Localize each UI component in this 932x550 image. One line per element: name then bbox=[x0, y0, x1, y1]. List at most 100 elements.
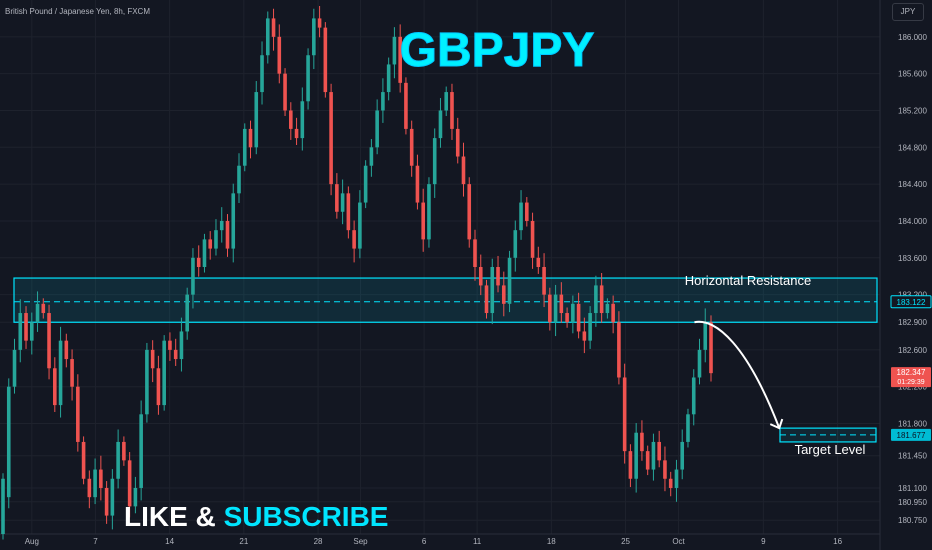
candle-body bbox=[404, 82, 408, 129]
x-tick-label: 28 bbox=[314, 537, 323, 546]
candle-body bbox=[444, 92, 449, 111]
candle-body bbox=[461, 156, 466, 185]
candle-body bbox=[41, 303, 46, 314]
x-axis: Aug 7 14 21 28 Sep 6 11 18 25 Oct 9 16 bbox=[25, 537, 843, 546]
candle-body bbox=[289, 110, 293, 129]
chart-title: GBPJPY bbox=[400, 24, 595, 77]
x-tick-label: 14 bbox=[165, 537, 174, 546]
candle-body bbox=[346, 193, 351, 231]
current-price-tag bbox=[891, 367, 931, 388]
candle-body bbox=[519, 202, 523, 231]
candle-body bbox=[104, 487, 109, 516]
candle-body bbox=[709, 322, 713, 374]
y-axis: 186.000 185.600 185.200 184.800 184.400 184.0… bbox=[898, 33, 927, 525]
candle-body bbox=[530, 220, 535, 258]
candle-body bbox=[427, 184, 431, 240]
candle-body bbox=[565, 313, 569, 323]
symbol-info: British Pound / Japanese Yen, 8h, FXCM bbox=[5, 7, 150, 16]
projection bbox=[694, 320, 784, 430]
candle-body bbox=[265, 18, 270, 56]
y-tick-label: 184.800 bbox=[898, 143, 927, 152]
candle-body bbox=[663, 460, 667, 479]
resistance-price-tag bbox=[890, 295, 932, 309]
candle-body bbox=[375, 110, 379, 148]
candle-body bbox=[24, 313, 28, 341]
y-tick-label: 186.000 bbox=[898, 33, 927, 42]
target-price-tag bbox=[891, 428, 931, 441]
currency-button[interactable]: JPY bbox=[892, 3, 924, 21]
candle-body bbox=[294, 128, 299, 139]
candle-body bbox=[185, 294, 189, 332]
candle-body bbox=[196, 257, 201, 267]
candle-body bbox=[542, 267, 546, 295]
candle-body bbox=[599, 285, 604, 314]
candle-body bbox=[191, 257, 195, 295]
candle-body bbox=[93, 469, 97, 498]
candle-body bbox=[306, 55, 310, 102]
y-tick-label: 181.100 bbox=[898, 484, 927, 493]
candle-body bbox=[242, 128, 247, 166]
candle-body bbox=[525, 202, 529, 221]
x-tick-label: 21 bbox=[239, 537, 248, 546]
candle-body bbox=[312, 18, 316, 56]
candle-body bbox=[409, 128, 414, 166]
y-tick-label: 183.600 bbox=[898, 254, 927, 263]
candle-body bbox=[559, 294, 564, 314]
y-tick-label: 185.200 bbox=[898, 106, 927, 115]
candle-body bbox=[358, 202, 362, 249]
candle-body bbox=[139, 414, 143, 488]
y-tick-label: 182.900 bbox=[898, 318, 927, 327]
candle-body bbox=[703, 322, 708, 350]
candle-body bbox=[686, 414, 690, 442]
candle-body bbox=[162, 340, 166, 406]
candle-body bbox=[173, 349, 178, 360]
candle-body bbox=[47, 313, 51, 369]
candle-body bbox=[231, 193, 236, 249]
candle-body bbox=[668, 478, 673, 488]
candle-body bbox=[467, 184, 472, 240]
countdown-label: 01:29:39 bbox=[897, 379, 924, 386]
candle-body bbox=[225, 220, 230, 249]
candle-body bbox=[617, 322, 621, 378]
candle-body bbox=[340, 193, 345, 212]
candle-body bbox=[640, 432, 644, 452]
candle-body bbox=[651, 441, 656, 470]
candle-body bbox=[496, 267, 500, 286]
resistance-label: Horizontal Resistance bbox=[685, 273, 811, 288]
candle-body bbox=[450, 92, 454, 129]
candle-body bbox=[501, 285, 506, 304]
candle-body bbox=[87, 478, 92, 498]
candle-body bbox=[386, 64, 391, 93]
candle-body bbox=[283, 73, 287, 111]
candle-body bbox=[421, 202, 425, 240]
projection-arrowhead bbox=[769, 418, 784, 430]
candle-body bbox=[369, 147, 374, 166]
candle-body bbox=[432, 138, 437, 185]
candle-body bbox=[484, 285, 489, 314]
candle-body bbox=[507, 257, 512, 304]
candle-body bbox=[260, 55, 264, 93]
target-price-label: 181.677 bbox=[897, 431, 926, 440]
target-label: Target Level bbox=[795, 442, 866, 457]
candle-body bbox=[145, 349, 149, 415]
candle-body bbox=[214, 230, 218, 249]
candle-body bbox=[317, 18, 322, 28]
cta-subscribe: SUBSCRIBE bbox=[224, 501, 389, 532]
candle-body bbox=[588, 313, 592, 341]
y-tick-label: 184.400 bbox=[898, 180, 927, 189]
resistance-zone bbox=[13, 277, 878, 323]
candle-body bbox=[58, 340, 63, 406]
candle-body bbox=[645, 451, 650, 470]
candle-body bbox=[363, 165, 368, 203]
candle-body bbox=[70, 359, 74, 387]
candle-body bbox=[657, 441, 661, 461]
candle-body bbox=[122, 441, 126, 461]
candle-body bbox=[81, 441, 86, 479]
candle-body bbox=[127, 460, 132, 507]
candle-body bbox=[513, 230, 518, 258]
y-tick-label: 181.450 bbox=[898, 452, 927, 461]
candle-body bbox=[1, 478, 5, 534]
x-tick-label: Aug bbox=[25, 537, 39, 546]
